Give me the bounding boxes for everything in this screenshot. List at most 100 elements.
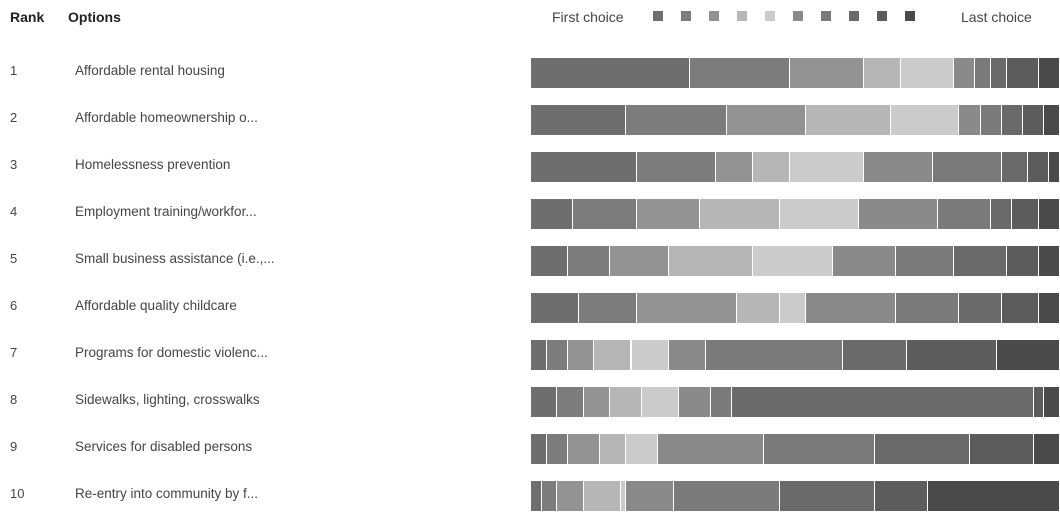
option-label: Small business assistance (i.e.,... <box>75 251 275 266</box>
option-label: Affordable quality childcare <box>75 298 237 313</box>
ranking-row: 7 Programs for domestic violenc... <box>0 332 1060 379</box>
bar-segment-choice-1 <box>531 152 637 182</box>
bar-segment-choice-6 <box>864 152 934 182</box>
bar-segment-choice-9 <box>874 481 928 511</box>
bar-segment-choice-8 <box>1001 152 1029 182</box>
bar-segment-choice-2 <box>546 340 569 370</box>
bar-segment-choice-3 <box>610 246 669 276</box>
bar-segment-choice-8 <box>959 293 1002 323</box>
rank-number: 7 <box>10 345 18 360</box>
bar-segment-choice-7 <box>763 434 875 464</box>
legend-last-label: Last choice <box>961 9 1032 25</box>
stacked-bar <box>531 199 1060 229</box>
bar-segment-choice-9 <box>1007 58 1039 88</box>
bar-segment-choice-5 <box>626 434 658 464</box>
legend-swatch-4 <box>737 11 747 21</box>
bar-segment-choice-5 <box>779 199 859 229</box>
bar-segment-choice-7 <box>705 340 844 370</box>
bar-segment-choice-2 <box>626 105 727 135</box>
ranking-row: 3 Homelessness prevention <box>0 144 1060 191</box>
rank-number: 5 <box>10 251 18 266</box>
bar-segment-choice-5 <box>901 58 955 88</box>
option-label: Re-entry into community by f... <box>75 486 259 501</box>
bar-segment-choice-9 <box>1001 293 1039 323</box>
bar-segment-choice-9 <box>1033 387 1045 417</box>
rank-number: 6 <box>10 298 18 313</box>
stacked-bar <box>531 340 1060 370</box>
stacked-bar <box>531 293 1060 323</box>
header-options: Options <box>68 9 121 25</box>
bar-segment-choice-3 <box>636 199 701 229</box>
bar-segment-choice-8 <box>843 340 907 370</box>
bar-segment-choice-4 <box>806 105 891 135</box>
bar-segment-choice-4 <box>753 152 791 182</box>
bar-segment-choice-8 <box>732 387 1034 417</box>
bar-segment-choice-9 <box>1022 105 1045 135</box>
bar-segment-choice-3 <box>583 387 611 417</box>
bar-segment-choice-10 <box>1044 105 1060 135</box>
bar-segment-choice-4 <box>864 58 902 88</box>
ranking-row: 5 Small business assistance (i.e.,... <box>0 238 1060 285</box>
legend-first-label: First choice <box>552 9 624 25</box>
stacked-bar <box>531 152 1060 182</box>
bar-segment-choice-9 <box>906 340 997 370</box>
bar-segment-choice-6 <box>806 293 896 323</box>
bar-segment-choice-5 <box>631 340 669 370</box>
bar-segment-choice-7 <box>710 387 733 417</box>
bar-segment-choice-4 <box>737 293 780 323</box>
header-rank: Rank <box>10 9 45 25</box>
bar-segment-choice-2 <box>578 293 637 323</box>
bar-segment-choice-5 <box>620 481 627 511</box>
bar-segment-choice-1 <box>531 481 542 511</box>
bar-segment-choice-3 <box>716 152 754 182</box>
bar-segment-choice-9 <box>1007 246 1039 276</box>
bar-segment-choice-10 <box>927 481 1060 511</box>
bar-segment-choice-10 <box>1038 58 1060 88</box>
bar-segment-choice-9 <box>1012 199 1039 229</box>
bar-segment-choice-9 <box>970 434 1034 464</box>
bar-segment-choice-8 <box>779 481 875 511</box>
bar-segment-choice-4 <box>668 246 754 276</box>
legend-swatch-5 <box>765 11 775 21</box>
bar-segment-choice-5 <box>790 152 865 182</box>
legend-swatch-3 <box>709 11 719 21</box>
bar-segment-choice-3 <box>568 340 595 370</box>
rank-number: 3 <box>10 157 18 172</box>
bar-segment-choice-4 <box>700 199 780 229</box>
ranking-row: 6 Affordable quality childcare <box>0 285 1060 332</box>
bar-segment-choice-6 <box>832 246 896 276</box>
bar-segment-choice-6 <box>954 58 976 88</box>
bar-segment-choice-6 <box>858 199 939 229</box>
bar-segment-choice-5 <box>890 105 960 135</box>
bar-segment-choice-1 <box>531 340 547 370</box>
bar-segment-choice-2 <box>541 481 558 511</box>
bar-segment-choice-4 <box>599 434 627 464</box>
legend-swatch-1 <box>653 11 663 21</box>
bar-segment-choice-10 <box>996 340 1060 370</box>
bar-segment-choice-2 <box>573 199 637 229</box>
rank-number: 10 <box>10 486 25 501</box>
bar-segment-choice-6 <box>959 105 981 135</box>
stacked-bar <box>531 246 1060 276</box>
bar-segment-choice-5 <box>642 387 680 417</box>
bar-segment-choice-4 <box>610 387 643 417</box>
stacked-bar <box>531 105 1060 135</box>
bar-segment-choice-10 <box>1038 246 1060 276</box>
stacked-bar <box>531 387 1060 417</box>
stacked-bar <box>531 58 1060 88</box>
bar-segment-choice-7 <box>938 199 992 229</box>
bar-segment-choice-7 <box>933 152 1002 182</box>
bar-segment-choice-1 <box>531 293 579 323</box>
bar-segment-choice-10 <box>1044 387 1060 417</box>
bar-segment-choice-1 <box>531 387 558 417</box>
bar-segment-choice-7 <box>980 105 1002 135</box>
option-label: Services for disabled persons <box>75 439 253 454</box>
bar-segment-choice-8 <box>991 199 1013 229</box>
option-label: Affordable rental housing <box>75 63 225 78</box>
bar-segment-choice-3 <box>557 481 584 511</box>
bar-segment-choice-5 <box>753 246 833 276</box>
bar-segment-choice-6 <box>626 481 674 511</box>
rank-number: 8 <box>10 392 18 407</box>
bar-segment-choice-10 <box>1033 434 1060 464</box>
bar-segment-choice-2 <box>636 152 717 182</box>
